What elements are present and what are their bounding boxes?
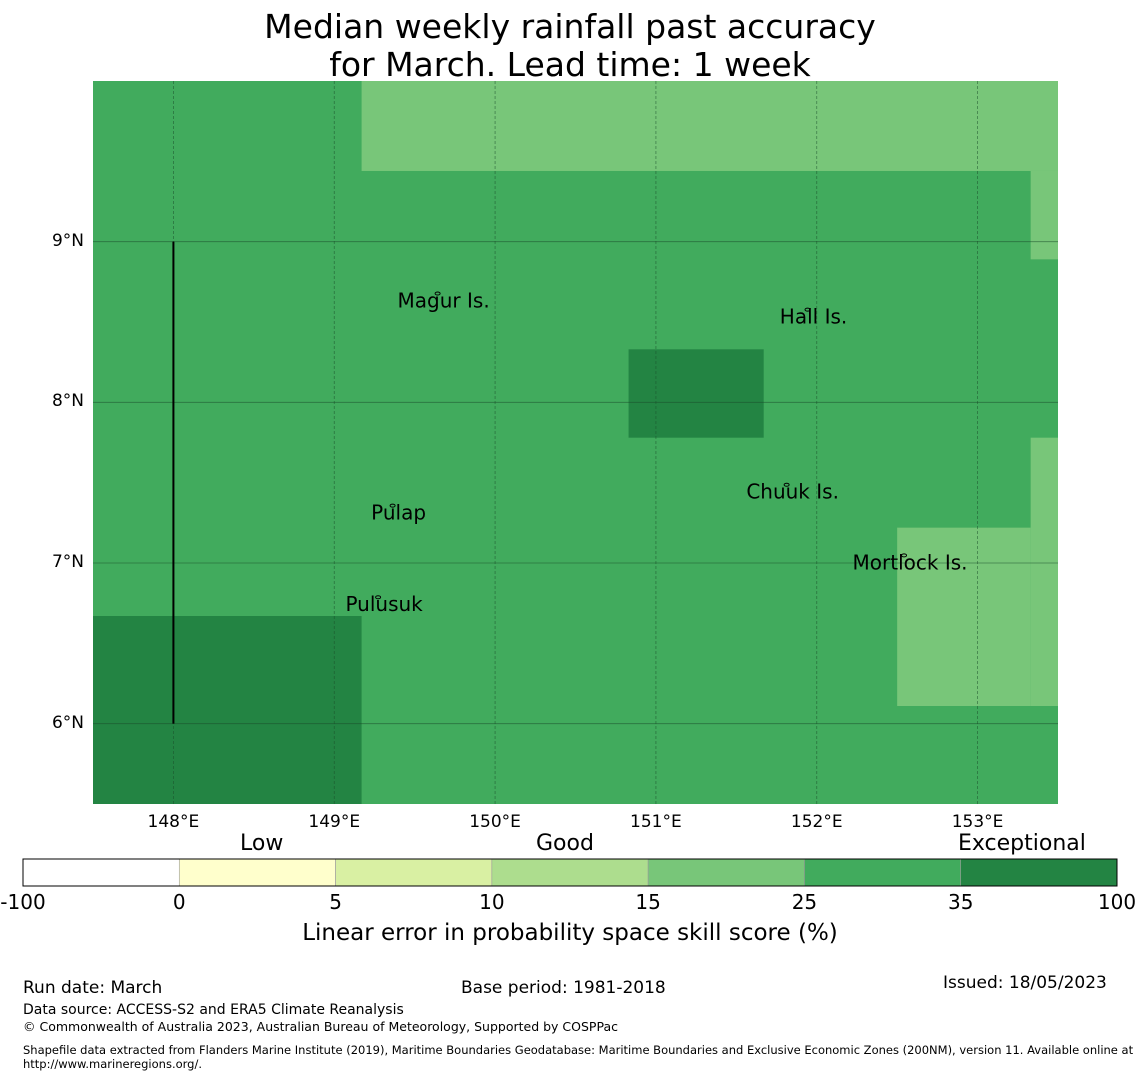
- lon-tick-label: 153°E: [951, 812, 1004, 832]
- lat-tick-label: 7°N: [51, 552, 84, 572]
- shapefile-credit: Shapefile data extracted from Flanders M…: [23, 1043, 1134, 1071]
- island-label-magur-is: Magur Is.: [398, 289, 490, 313]
- issued-date: Issued: 18/05/2023: [943, 973, 1107, 993]
- lon-tick-label: 152°E: [790, 812, 843, 832]
- island-outline-mortlock-is: [901, 553, 908, 558]
- island-label-hall-is: Hall Is.: [780, 305, 847, 329]
- island-label-mortlock-is: Mortlock Is.: [853, 550, 968, 574]
- colorbar-frame: [22, 858, 1118, 887]
- category-label-exceptional: Exceptional: [958, 831, 1086, 856]
- colorbar-bin-25-35: [804, 858, 962, 887]
- lon-tick-label: 148°E: [147, 812, 200, 832]
- skill-region-1: [93, 616, 362, 804]
- island-outline-pulusuk: [375, 595, 382, 600]
- colorbar-bin--100-0: [22, 858, 180, 887]
- skill-region-3: [361, 81, 1058, 171]
- lat-tick-label: 9°N: [51, 230, 84, 251]
- island-label-pulap: Pulap: [371, 501, 426, 525]
- skill-region-6: [897, 527, 1031, 706]
- colorbar-bin-5-10: [335, 858, 493, 887]
- run-date: Run date: March: [23, 978, 163, 998]
- colorbar-tick-label: -100: [0, 890, 46, 914]
- copyright-notice: © Commonwealth of Australia 2023, Austra…: [23, 1019, 618, 1034]
- chart-title-line2: for March. Lead time: 1 week: [329, 45, 811, 84]
- colorbar-tick-label: 10: [479, 890, 505, 914]
- lon-tick-label: 150°E: [469, 812, 521, 832]
- island-outline-pulap: [389, 503, 396, 508]
- colorbar-bin-0-5: [178, 858, 336, 887]
- colorbar-tick-label: 15: [635, 890, 661, 914]
- skill-region-5: [1030, 437, 1058, 706]
- chart-title-line1: Median weekly rainfall past accuracy: [264, 7, 876, 46]
- lat-tick-label: 6°N: [51, 712, 84, 733]
- colorbar-bin-15-25: [647, 858, 805, 887]
- colorbar-tick-label: 100: [1097, 890, 1137, 914]
- colorbar-label: Linear error in probability space skill …: [302, 920, 838, 946]
- category-label-good: Good: [536, 831, 594, 856]
- category-label-low: Low: [240, 831, 284, 856]
- island-outline-hall-is: [804, 307, 811, 312]
- island-outline-chuuk-is: [783, 482, 790, 487]
- island-label-pulusuk: Pulusuk: [345, 592, 423, 616]
- island-label-chuuk-is: Chuuk Is.: [746, 480, 839, 504]
- lat-tick-label: 8°N: [51, 391, 84, 412]
- colorbar-bin-10-15: [491, 858, 649, 887]
- colorbar-tick-label: 0: [172, 890, 186, 914]
- colorbar-tick-label: 35: [947, 890, 974, 914]
- skill-region-2: [628, 349, 764, 438]
- data-source: Data source: ACCESS-S2 and ERA5 Climate …: [23, 1002, 404, 1018]
- lon-tick-label: 149°E: [308, 812, 361, 832]
- skill-region-4: [1030, 170, 1058, 260]
- colorbar-tick-label: 5: [329, 890, 342, 914]
- colorbar-bin-35-100: [960, 858, 1118, 887]
- lon-tick-label: 151°E: [630, 812, 682, 832]
- island-outline-magur-is: [434, 291, 441, 296]
- base-period: Base period: 1981-2018: [461, 978, 666, 998]
- colorbar-tick-label: 25: [791, 890, 818, 914]
